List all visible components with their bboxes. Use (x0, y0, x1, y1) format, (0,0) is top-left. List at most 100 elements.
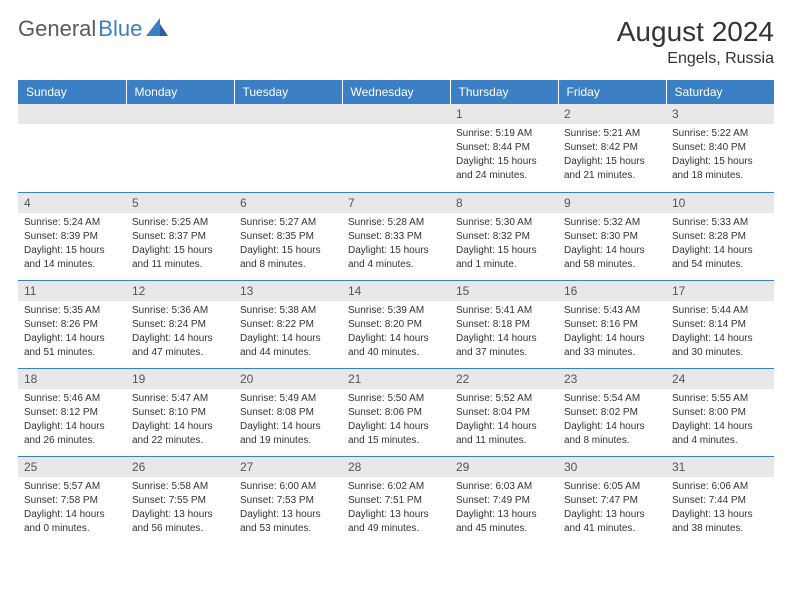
day-data: Sunrise: 5:22 AMSunset: 8:40 PMDaylight:… (666, 124, 774, 186)
day-number: 4 (18, 193, 126, 213)
day-data: Sunrise: 5:36 AMSunset: 8:24 PMDaylight:… (126, 301, 234, 363)
calendar-day-cell: 7Sunrise: 5:28 AMSunset: 8:33 PMDaylight… (342, 192, 450, 280)
day-number (342, 104, 450, 124)
day-data: Sunrise: 5:50 AMSunset: 8:06 PMDaylight:… (342, 389, 450, 451)
day-number: 15 (450, 281, 558, 301)
day-data: Sunrise: 5:33 AMSunset: 8:28 PMDaylight:… (666, 213, 774, 275)
calendar-week-row: 25Sunrise: 5:57 AMSunset: 7:58 PMDayligh… (18, 456, 774, 544)
calendar-day-cell: 30Sunrise: 6:05 AMSunset: 7:47 PMDayligh… (558, 456, 666, 544)
day-data: Sunrise: 5:28 AMSunset: 8:33 PMDaylight:… (342, 213, 450, 275)
calendar-day-cell (126, 104, 234, 192)
calendar-table: SundayMondayTuesdayWednesdayThursdayFrid… (18, 80, 774, 544)
day-number: 31 (666, 457, 774, 477)
calendar-day-cell: 28Sunrise: 6:02 AMSunset: 7:51 PMDayligh… (342, 456, 450, 544)
calendar-day-cell: 17Sunrise: 5:44 AMSunset: 8:14 PMDayligh… (666, 280, 774, 368)
day-data: Sunrise: 5:32 AMSunset: 8:30 PMDaylight:… (558, 213, 666, 275)
calendar-day-cell: 26Sunrise: 5:58 AMSunset: 7:55 PMDayligh… (126, 456, 234, 544)
day-number: 23 (558, 369, 666, 389)
calendar-day-cell: 4Sunrise: 5:24 AMSunset: 8:39 PMDaylight… (18, 192, 126, 280)
day-number: 27 (234, 457, 342, 477)
calendar-day-cell: 9Sunrise: 5:32 AMSunset: 8:30 PMDaylight… (558, 192, 666, 280)
calendar-day-cell: 31Sunrise: 6:06 AMSunset: 7:44 PMDayligh… (666, 456, 774, 544)
calendar-day-cell (342, 104, 450, 192)
triangle-icon (146, 18, 168, 41)
day-data: Sunrise: 5:54 AMSunset: 8:02 PMDaylight:… (558, 389, 666, 451)
title-block: August 2024 Engels, Russia (617, 16, 774, 68)
day-number: 17 (666, 281, 774, 301)
calendar-day-cell: 1Sunrise: 5:19 AMSunset: 8:44 PMDaylight… (450, 104, 558, 192)
weekday-header-row: SundayMondayTuesdayWednesdayThursdayFrid… (18, 80, 774, 104)
day-number (126, 104, 234, 124)
weekday-header: Wednesday (342, 80, 450, 104)
page-container: GeneralBlue August 2024 Engels, Russia S… (0, 0, 792, 560)
calendar-day-cell: 11Sunrise: 5:35 AMSunset: 8:26 PMDayligh… (18, 280, 126, 368)
weekday-header: Thursday (450, 80, 558, 104)
day-data: Sunrise: 5:43 AMSunset: 8:16 PMDaylight:… (558, 301, 666, 363)
calendar-day-cell (234, 104, 342, 192)
weekday-header: Sunday (18, 80, 126, 104)
calendar-day-cell: 8Sunrise: 5:30 AMSunset: 8:32 PMDaylight… (450, 192, 558, 280)
day-number: 9 (558, 193, 666, 213)
calendar-week-row: 4Sunrise: 5:24 AMSunset: 8:39 PMDaylight… (18, 192, 774, 280)
day-data: Sunrise: 5:58 AMSunset: 7:55 PMDaylight:… (126, 477, 234, 539)
day-data: Sunrise: 5:41 AMSunset: 8:18 PMDaylight:… (450, 301, 558, 363)
page-title: August 2024 (617, 16, 774, 48)
calendar-week-row: 1Sunrise: 5:19 AMSunset: 8:44 PMDaylight… (18, 104, 774, 192)
day-number: 5 (126, 193, 234, 213)
day-number: 25 (18, 457, 126, 477)
day-data: Sunrise: 5:52 AMSunset: 8:04 PMDaylight:… (450, 389, 558, 451)
day-data: Sunrise: 5:57 AMSunset: 7:58 PMDaylight:… (18, 477, 126, 539)
location: Engels, Russia (617, 50, 774, 68)
calendar-day-cell: 22Sunrise: 5:52 AMSunset: 8:04 PMDayligh… (450, 368, 558, 456)
calendar-body: 1Sunrise: 5:19 AMSunset: 8:44 PMDaylight… (18, 104, 774, 544)
calendar-day-cell: 24Sunrise: 5:55 AMSunset: 8:00 PMDayligh… (666, 368, 774, 456)
day-number: 7 (342, 193, 450, 213)
calendar-day-cell: 2Sunrise: 5:21 AMSunset: 8:42 PMDaylight… (558, 104, 666, 192)
day-data: Sunrise: 5:35 AMSunset: 8:26 PMDaylight:… (18, 301, 126, 363)
day-data: Sunrise: 5:44 AMSunset: 8:14 PMDaylight:… (666, 301, 774, 363)
day-number: 3 (666, 104, 774, 124)
day-data: Sunrise: 5:27 AMSunset: 8:35 PMDaylight:… (234, 213, 342, 275)
logo-text-2: Blue (98, 16, 142, 42)
day-number: 6 (234, 193, 342, 213)
header: GeneralBlue August 2024 Engels, Russia (18, 16, 774, 68)
day-number: 16 (558, 281, 666, 301)
day-data: Sunrise: 5:46 AMSunset: 8:12 PMDaylight:… (18, 389, 126, 451)
calendar-day-cell: 19Sunrise: 5:47 AMSunset: 8:10 PMDayligh… (126, 368, 234, 456)
calendar-day-cell: 3Sunrise: 5:22 AMSunset: 8:40 PMDaylight… (666, 104, 774, 192)
calendar-week-row: 18Sunrise: 5:46 AMSunset: 8:12 PMDayligh… (18, 368, 774, 456)
day-number: 2 (558, 104, 666, 124)
day-number: 14 (342, 281, 450, 301)
calendar-day-cell: 20Sunrise: 5:49 AMSunset: 8:08 PMDayligh… (234, 368, 342, 456)
day-number: 28 (342, 457, 450, 477)
day-number: 8 (450, 193, 558, 213)
calendar-day-cell: 15Sunrise: 5:41 AMSunset: 8:18 PMDayligh… (450, 280, 558, 368)
calendar-day-cell: 12Sunrise: 5:36 AMSunset: 8:24 PMDayligh… (126, 280, 234, 368)
day-data: Sunrise: 5:38 AMSunset: 8:22 PMDaylight:… (234, 301, 342, 363)
day-data: Sunrise: 5:55 AMSunset: 8:00 PMDaylight:… (666, 389, 774, 451)
day-number: 20 (234, 369, 342, 389)
calendar-day-cell: 14Sunrise: 5:39 AMSunset: 8:20 PMDayligh… (342, 280, 450, 368)
logo-text-1: General (18, 16, 96, 42)
weekday-header: Monday (126, 80, 234, 104)
day-data: Sunrise: 5:49 AMSunset: 8:08 PMDaylight:… (234, 389, 342, 451)
day-number: 24 (666, 369, 774, 389)
calendar-day-cell: 10Sunrise: 5:33 AMSunset: 8:28 PMDayligh… (666, 192, 774, 280)
day-number (234, 104, 342, 124)
day-data: Sunrise: 5:24 AMSunset: 8:39 PMDaylight:… (18, 213, 126, 275)
calendar-day-cell: 29Sunrise: 6:03 AMSunset: 7:49 PMDayligh… (450, 456, 558, 544)
day-number: 29 (450, 457, 558, 477)
day-number: 22 (450, 369, 558, 389)
day-number (18, 104, 126, 124)
day-number: 21 (342, 369, 450, 389)
day-number: 13 (234, 281, 342, 301)
day-number: 12 (126, 281, 234, 301)
calendar-day-cell: 27Sunrise: 6:00 AMSunset: 7:53 PMDayligh… (234, 456, 342, 544)
calendar-day-cell: 6Sunrise: 5:27 AMSunset: 8:35 PMDaylight… (234, 192, 342, 280)
logo: GeneralBlue (18, 16, 168, 42)
day-data: Sunrise: 5:21 AMSunset: 8:42 PMDaylight:… (558, 124, 666, 186)
day-data: Sunrise: 6:06 AMSunset: 7:44 PMDaylight:… (666, 477, 774, 539)
day-data: Sunrise: 6:00 AMSunset: 7:53 PMDaylight:… (234, 477, 342, 539)
calendar-day-cell: 18Sunrise: 5:46 AMSunset: 8:12 PMDayligh… (18, 368, 126, 456)
calendar-day-cell: 21Sunrise: 5:50 AMSunset: 8:06 PMDayligh… (342, 368, 450, 456)
